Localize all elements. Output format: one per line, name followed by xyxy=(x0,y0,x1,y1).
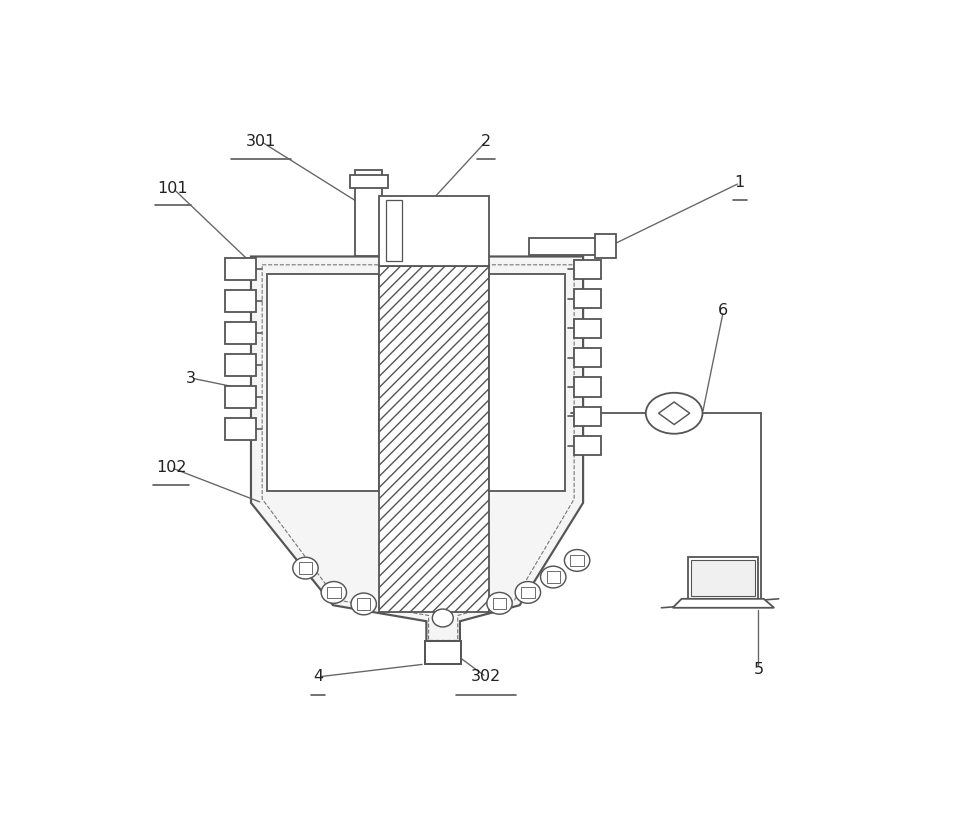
Bar xyxy=(225,258,256,280)
Bar xyxy=(425,641,460,664)
Circle shape xyxy=(487,593,512,614)
Circle shape xyxy=(293,558,318,579)
Text: 5: 5 xyxy=(753,661,764,676)
Text: 301: 301 xyxy=(246,134,275,149)
Circle shape xyxy=(351,593,377,615)
Circle shape xyxy=(515,582,540,603)
Bar xyxy=(378,266,489,612)
Text: 1: 1 xyxy=(735,175,745,190)
Ellipse shape xyxy=(646,393,703,434)
Bar xyxy=(327,587,341,598)
Bar xyxy=(547,571,560,583)
Bar xyxy=(574,348,601,367)
Bar xyxy=(595,234,616,258)
Polygon shape xyxy=(672,599,774,607)
Text: 302: 302 xyxy=(471,670,501,685)
Bar xyxy=(489,273,565,491)
Bar xyxy=(378,195,489,266)
Text: 102: 102 xyxy=(156,460,187,475)
Text: 6: 6 xyxy=(718,303,728,318)
Bar xyxy=(521,587,534,598)
Bar xyxy=(225,386,256,408)
Bar xyxy=(425,641,460,664)
Bar xyxy=(225,354,256,376)
Bar xyxy=(688,558,759,599)
Bar xyxy=(225,322,256,344)
Circle shape xyxy=(321,582,347,603)
Bar xyxy=(299,563,312,574)
Bar xyxy=(355,170,381,257)
Text: 3: 3 xyxy=(186,371,196,386)
Circle shape xyxy=(540,566,566,588)
Bar xyxy=(574,407,601,426)
Bar xyxy=(691,560,755,596)
Text: 2: 2 xyxy=(481,134,491,149)
Bar xyxy=(530,238,596,254)
Bar xyxy=(574,436,601,455)
Bar xyxy=(225,290,256,312)
Bar xyxy=(351,175,387,188)
Bar xyxy=(570,554,584,566)
Bar xyxy=(574,289,601,308)
Bar xyxy=(574,318,601,337)
Circle shape xyxy=(564,549,589,571)
Bar xyxy=(386,200,403,261)
Text: 101: 101 xyxy=(157,180,188,195)
Bar xyxy=(574,377,601,396)
Bar xyxy=(493,597,507,609)
Text: 4: 4 xyxy=(313,670,324,685)
Circle shape xyxy=(432,609,454,627)
Bar xyxy=(225,418,256,440)
Bar xyxy=(267,273,378,491)
Bar xyxy=(574,259,601,279)
Polygon shape xyxy=(659,402,690,425)
Bar xyxy=(357,598,371,610)
Polygon shape xyxy=(251,257,584,645)
